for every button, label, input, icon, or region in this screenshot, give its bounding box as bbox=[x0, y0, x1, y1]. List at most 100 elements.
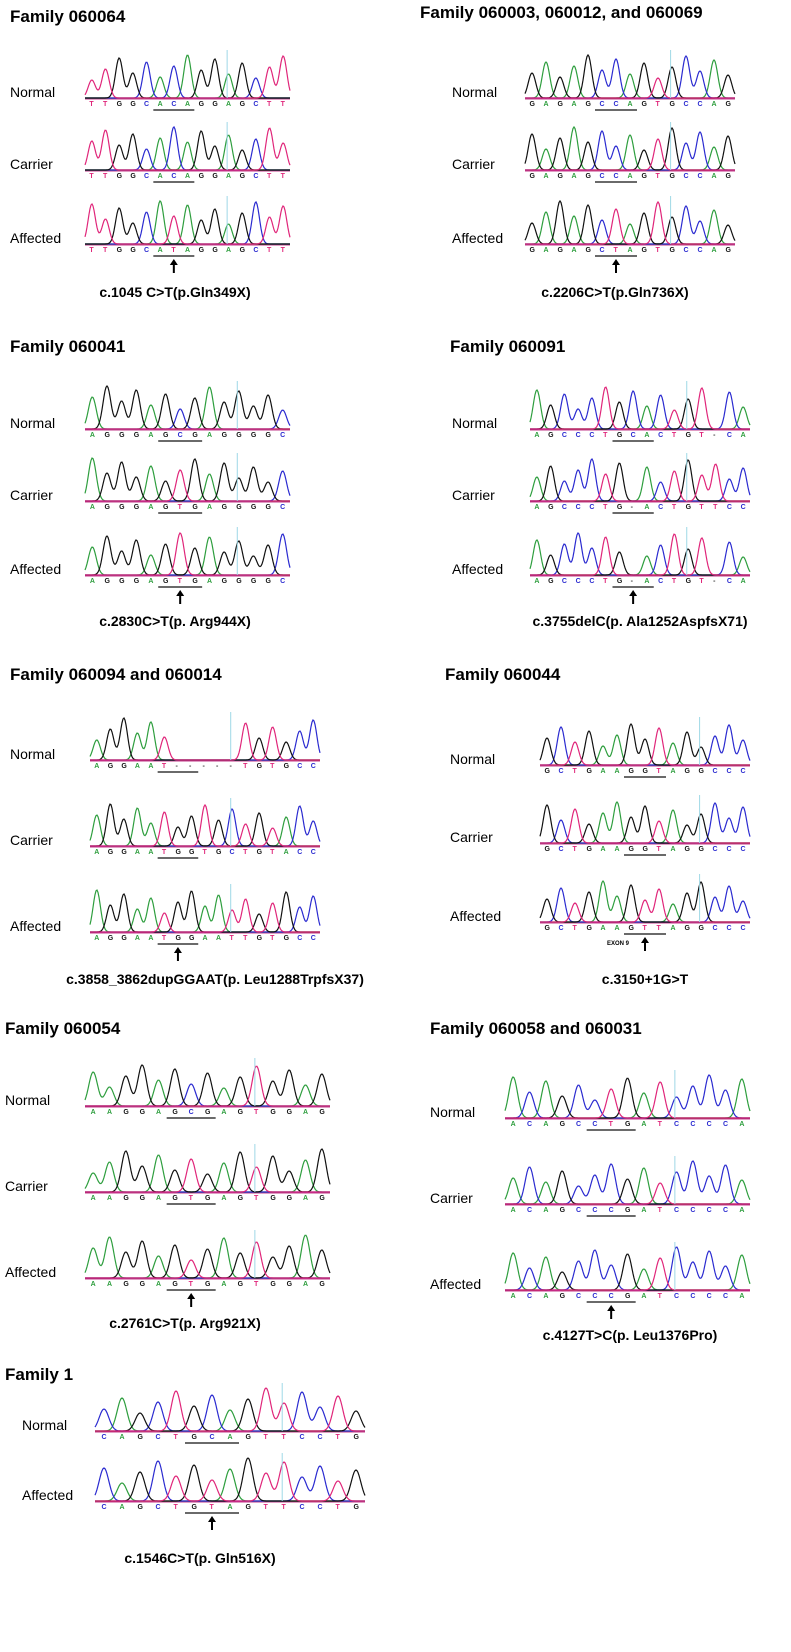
base: A bbox=[148, 935, 153, 942]
base: A bbox=[511, 1121, 516, 1128]
trace bbox=[540, 886, 750, 922]
base: G bbox=[270, 1195, 276, 1202]
base: G bbox=[587, 925, 593, 932]
base: C bbox=[658, 504, 663, 511]
base: G bbox=[617, 578, 623, 585]
base: G bbox=[699, 846, 705, 853]
base: G bbox=[670, 101, 676, 108]
base: G bbox=[192, 432, 198, 439]
base: G bbox=[222, 578, 228, 585]
base: C bbox=[171, 101, 176, 108]
base: T bbox=[254, 1281, 259, 1288]
base: T bbox=[713, 504, 718, 511]
base: T bbox=[174, 1434, 179, 1441]
genotype-label: Normal bbox=[5, 1092, 50, 1108]
base: G bbox=[192, 504, 198, 511]
base: G bbox=[134, 504, 140, 511]
base: A bbox=[615, 925, 620, 932]
base: G bbox=[238, 1195, 244, 1202]
base: A bbox=[284, 849, 289, 856]
base: A bbox=[741, 578, 746, 585]
base: C bbox=[727, 578, 732, 585]
trace bbox=[90, 718, 320, 760]
base: A bbox=[615, 768, 620, 775]
base: G bbox=[140, 1109, 146, 1116]
base: C bbox=[690, 1207, 695, 1214]
base: C bbox=[741, 925, 746, 932]
base: G bbox=[251, 504, 257, 511]
base: C bbox=[727, 432, 732, 439]
trace bbox=[90, 891, 320, 932]
trace bbox=[85, 127, 290, 170]
base: G bbox=[548, 504, 554, 511]
base: C bbox=[713, 925, 718, 932]
base: A bbox=[221, 1281, 226, 1288]
base: T bbox=[282, 1434, 287, 1441]
base: A bbox=[628, 247, 633, 254]
base: G bbox=[686, 432, 692, 439]
mutation-arrow bbox=[607, 1305, 615, 1319]
base: A bbox=[185, 247, 190, 254]
base: T bbox=[609, 1121, 614, 1128]
base: G bbox=[238, 1109, 244, 1116]
base: G bbox=[558, 247, 564, 254]
base: A bbox=[94, 763, 99, 770]
base: A bbox=[644, 432, 649, 439]
base: G bbox=[134, 432, 140, 439]
base: C bbox=[684, 101, 689, 108]
base: A bbox=[120, 1434, 125, 1441]
base: G bbox=[617, 504, 623, 511]
base: A bbox=[572, 101, 577, 108]
panel-title: Family 060044 bbox=[445, 665, 561, 684]
trace bbox=[90, 808, 320, 846]
base: T bbox=[264, 1434, 269, 1441]
base: A bbox=[544, 173, 549, 180]
base: G bbox=[104, 504, 110, 511]
base: A bbox=[156, 1195, 161, 1202]
base: T bbox=[699, 578, 704, 585]
genotype-label: Normal bbox=[10, 84, 55, 100]
base: - bbox=[216, 763, 219, 770]
base: G bbox=[172, 1109, 178, 1116]
base: A bbox=[534, 432, 539, 439]
base: G bbox=[560, 1207, 566, 1214]
base: A bbox=[91, 1195, 96, 1202]
base: G bbox=[238, 1281, 244, 1288]
base: A bbox=[158, 101, 163, 108]
base: A bbox=[148, 763, 153, 770]
base: A bbox=[739, 1293, 744, 1300]
sequence: GAGAGCCAGTGCCAG bbox=[530, 173, 732, 180]
base: T bbox=[603, 504, 608, 511]
genotype-label: Normal bbox=[430, 1104, 475, 1120]
base: A bbox=[303, 1195, 308, 1202]
base: T bbox=[656, 101, 661, 108]
base: G bbox=[163, 432, 169, 439]
base: T bbox=[336, 1504, 341, 1511]
base: C bbox=[589, 578, 594, 585]
base: C bbox=[576, 1121, 581, 1128]
base: C bbox=[300, 1434, 305, 1441]
base: G bbox=[266, 504, 272, 511]
genotype-label: Carrier bbox=[10, 156, 53, 172]
base: A bbox=[228, 1434, 233, 1441]
trace bbox=[90, 806, 320, 846]
base: G bbox=[130, 173, 136, 180]
base: G bbox=[251, 578, 257, 585]
base: G bbox=[108, 849, 114, 856]
base: C bbox=[562, 578, 567, 585]
base: G bbox=[642, 247, 648, 254]
base: A bbox=[712, 173, 717, 180]
sequence: AGGGAGTGAGGGGC bbox=[90, 578, 285, 585]
base: C bbox=[698, 247, 703, 254]
base: G bbox=[685, 768, 691, 775]
trace bbox=[540, 725, 750, 765]
base: C bbox=[727, 504, 732, 511]
mutation-arrow bbox=[176, 590, 184, 604]
genotype-label: Affected bbox=[10, 230, 61, 246]
base: G bbox=[163, 578, 169, 585]
base: G bbox=[240, 101, 246, 108]
base: G bbox=[189, 849, 195, 856]
base: A bbox=[185, 101, 190, 108]
sequence: AGGAATGGAATTGTGCC bbox=[94, 935, 316, 942]
base: G bbox=[266, 432, 272, 439]
